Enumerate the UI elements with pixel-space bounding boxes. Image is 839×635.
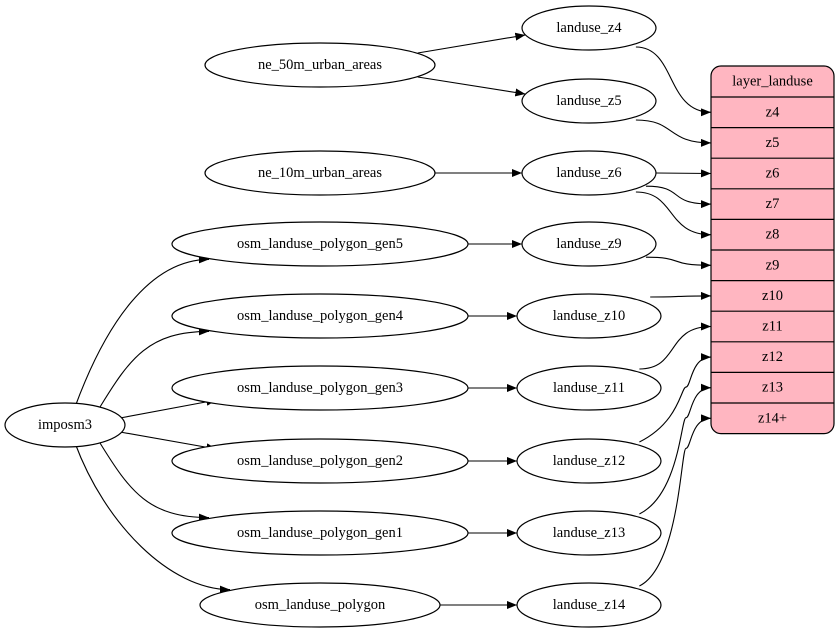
node-lz5[interactable]: landuse_z5 — [521, 78, 657, 124]
node-label: landuse_z14 — [553, 597, 626, 613]
node-ellipse — [171, 365, 469, 411]
record-title: layer_landuse — [732, 74, 813, 90]
record-port-z5[interactable]: z5 — [766, 135, 780, 151]
record-port-z10[interactable]: z10 — [762, 288, 783, 304]
node-lz4[interactable]: landuse_z4 — [521, 5, 657, 51]
node-label: landuse_z5 — [556, 93, 621, 109]
node-gen5[interactable]: osm_landuse_polygon_gen5 — [171, 221, 469, 267]
edge-imposm3-to-gen2 — [119, 431, 217, 452]
edge-imposm3-to-gen1 — [99, 442, 210, 522]
node-label: landuse_z13 — [553, 525, 625, 541]
node-label: landuse_z4 — [556, 20, 622, 36]
node-label: landuse_z12 — [553, 453, 625, 469]
record-port-z14+[interactable]: z14+ — [758, 410, 787, 426]
node-ellipse — [516, 293, 662, 339]
record-port-z9[interactable]: z9 — [766, 257, 780, 273]
node-label: osm_landuse_polygon_gen4 — [237, 308, 404, 324]
node-ellipse — [516, 365, 662, 411]
node-ellipse — [171, 221, 469, 267]
nodes: ne_50m_urban_areas ne_10m_urban_areas osm_… — [4, 5, 662, 628]
node-lz6[interactable]: landuse_z6 — [521, 150, 657, 196]
record-port-z8[interactable]: z8 — [766, 227, 780, 243]
node-label: imposm3 — [38, 417, 92, 433]
node-gen4[interactable]: osm_landuse_polygon_gen4 — [171, 293, 469, 339]
node-ellipse — [521, 150, 657, 196]
node-label: landuse_z6 — [556, 165, 621, 181]
record-port-z13[interactable]: z13 — [762, 380, 783, 396]
edge-lz6-to-z8 — [635, 191, 712, 239]
node-label: ne_10m_urban_areas — [258, 165, 382, 181]
node-ellipse — [199, 582, 441, 628]
edge-imposm3-to-poly — [74, 442, 231, 594]
edge-ne50-to-lz5 — [417, 76, 526, 97]
node-lz12[interactable]: landuse_z12 — [516, 438, 662, 484]
node-ellipse — [516, 510, 662, 556]
node-gen2[interactable]: osm_landuse_polygon_gen2 — [171, 438, 469, 484]
edge-lz9-to-z9 — [645, 256, 712, 270]
node-ellipse — [516, 582, 662, 628]
record-port-z11[interactable]: z11 — [762, 319, 782, 335]
node-label: osm_landuse_polygon_gen2 — [237, 453, 403, 469]
edge-lz6-to-z7 — [645, 185, 712, 209]
node-label: osm_landuse_polygon_gen3 — [237, 380, 403, 396]
edge-imposm3-to-gen4 — [99, 327, 210, 408]
edge-lz10-to-z10 — [650, 291, 712, 300]
node-lz9[interactable]: landuse_z9 — [521, 221, 657, 267]
edge-lz6-to-z6 — [655, 169, 712, 178]
node-ellipse — [171, 293, 469, 339]
node-label: osm_landuse_polygon_gen5 — [237, 236, 403, 252]
edge-imposm3-to-gen3 — [119, 397, 217, 419]
node-label: ne_50m_urban_areas — [258, 57, 382, 73]
node-label: landuse_z11 — [553, 380, 625, 396]
node-label: osm_landuse_polygon — [255, 597, 386, 613]
node-lz10[interactable]: landuse_z10 — [516, 293, 662, 339]
edge-lz13-to-z13 — [639, 383, 712, 515]
node-ellipse — [521, 5, 657, 51]
node-ellipse — [521, 78, 657, 124]
record-port-z12[interactable]: z12 — [762, 349, 783, 365]
edge-lz11-to-z11 — [639, 322, 712, 370]
edge-imposm3-to-gen5 — [74, 255, 210, 408]
node-ellipse — [516, 438, 662, 484]
node-label: landuse_z9 — [556, 236, 621, 252]
node-ellipse — [4, 402, 126, 448]
node-imposm3[interactable]: imposm3 — [4, 402, 126, 448]
node-gen3[interactable]: osm_landuse_polygon_gen3 — [171, 365, 469, 411]
node-ellipse — [171, 438, 469, 484]
edge-lz5-to-z5 — [635, 119, 712, 147]
node-ne10[interactable]: ne_10m_urban_areas — [204, 150, 436, 196]
record-port-z6[interactable]: z6 — [766, 166, 780, 182]
record-port-z7[interactable]: z7 — [766, 196, 780, 212]
node-ne50[interactable]: ne_50m_urban_areas — [204, 42, 436, 88]
node-poly[interactable]: osm_landuse_polygon — [199, 582, 441, 628]
node-ellipse — [521, 221, 657, 267]
edge-lz12-to-z12 — [639, 353, 712, 443]
edge-ne50-to-lz4 — [417, 32, 526, 54]
node-lz14[interactable]: landuse_z14 — [516, 582, 662, 628]
node-ellipse — [204, 150, 436, 196]
node-ellipse — [204, 42, 436, 88]
node-lz13[interactable]: landuse_z13 — [516, 510, 662, 556]
node-lz11[interactable]: landuse_z11 — [516, 365, 662, 411]
node-label: osm_landuse_polygon_gen1 — [237, 525, 403, 541]
edge-lz14-to-z14+ — [639, 414, 712, 587]
node-label: landuse_z10 — [553, 308, 625, 324]
node-ellipse — [171, 510, 469, 556]
layer-landuse-record: layer_landuse z4 z5 z6 z7 z8 z9 z10 z11 z12 z13 z14… — [710, 65, 835, 435]
record-port-z4[interactable]: z4 — [766, 104, 780, 120]
node-gen1[interactable]: osm_landuse_polygon_gen1 — [171, 510, 469, 556]
edges — [74, 32, 712, 609]
edge-lz4-to-z4 — [635, 46, 712, 117]
